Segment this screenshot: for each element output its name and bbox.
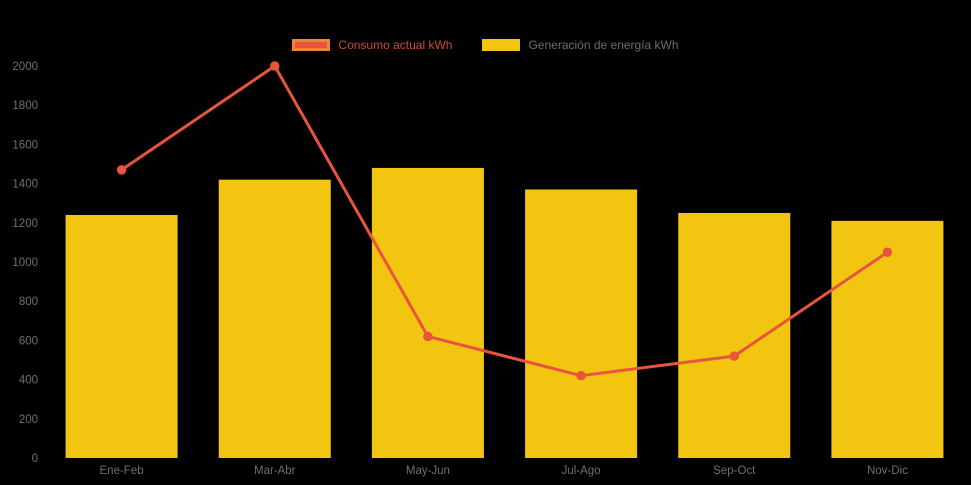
line-point-consumo[interactable]	[116, 165, 127, 175]
y-axis-tick-label: 0	[32, 453, 38, 465]
y-axis-tick-label: 2000	[12, 61, 38, 73]
line-point-consumo[interactable]	[576, 370, 586, 381]
x-axis-category-label: Nov-Dic	[867, 465, 908, 477]
legend-item-generacion[interactable]: Generación de energía kWh	[482, 38, 679, 52]
legend-item-consumo[interactable]: Consumo actual kWh	[292, 39, 452, 51]
line-point-consumo[interactable]	[882, 247, 893, 257]
y-axis-tick-label: 1000	[12, 257, 38, 269]
legend-swatch-generacion-icon	[482, 39, 521, 51]
y-axis-tick-label: 200	[19, 414, 38, 426]
legend-swatch-consumo-icon	[292, 39, 331, 51]
bar-generacion[interactable]	[678, 213, 791, 458]
legend-label-generacion: Generación de energía kWh	[528, 38, 679, 52]
line-consumo	[120, 64, 889, 378]
line-point-consumo[interactable]	[423, 331, 433, 342]
bar-generacion[interactable]	[525, 189, 638, 459]
x-axis-category-label: Ene-Feb	[100, 465, 144, 477]
y-axis-tick-label: 400	[19, 375, 38, 387]
x-axis-category-label: Mar-Abr	[254, 465, 296, 477]
y-axis-tick-label: 1600	[12, 139, 38, 151]
line-point-consumo[interactable]	[729, 351, 739, 361]
y-axis-tick-label: 600	[19, 335, 38, 347]
bar-generacion[interactable]	[831, 220, 944, 458]
bar-generacion[interactable]	[218, 179, 331, 458]
line-point-consumo[interactable]	[270, 61, 280, 71]
x-axis-category-label: Sep-Oct	[713, 465, 756, 477]
y-axis-tick-label: 800	[19, 296, 38, 308]
y-axis-tick-label: 1200	[12, 218, 38, 230]
x-axis-category-label: Jul-Ago	[562, 465, 601, 477]
y-axis-tick-label: 1400	[12, 179, 38, 191]
x-axis-category-label: May-Jun	[406, 465, 450, 477]
bar-generacion[interactable]	[65, 214, 178, 458]
y-axis-tick-label: 1800	[12, 100, 38, 112]
chart-legend: Consumo actual kWh Generación de energía…	[0, 39, 971, 51]
bar-generacion[interactable]	[371, 167, 484, 459]
legend-label-consumo: Consumo actual kWh	[338, 38, 453, 52]
